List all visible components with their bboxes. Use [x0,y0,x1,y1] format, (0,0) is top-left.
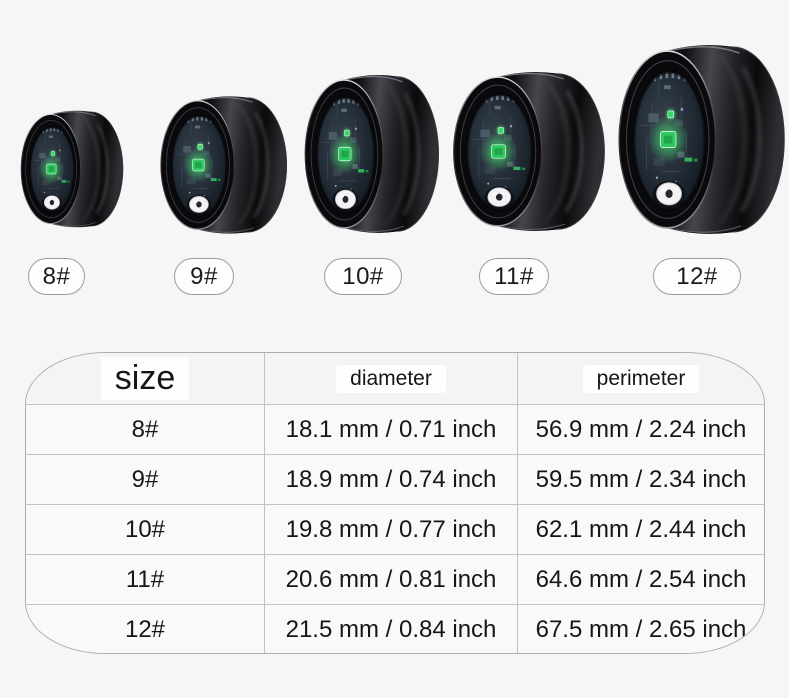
size-badge-label: 9# [190,262,218,290]
size-table: size diameter perimeter 8# 18.1 mm / 0.7… [25,352,765,654]
size-badge-10: 10# [324,258,402,295]
size-cell: 9# [26,455,265,505]
size-badge-label: 11# [494,262,534,290]
diameter-value: 20.6 mm / 0.81 inch [285,565,497,593]
header-label: perimeter [582,364,700,393]
header-label: diameter [336,364,446,393]
perimeter-value: 64.6 mm / 2.54 inch [535,565,747,593]
size-badge-8: 8# [28,258,85,295]
perimeter-value: 62.1 mm / 2.44 inch [535,515,747,543]
diameter-value: 18.1 mm / 0.71 inch [285,415,497,443]
diameter-value: 21.5 mm / 0.84 inch [285,616,497,643]
diameter-value: 19.8 mm / 0.77 inch [285,515,497,543]
smart-ring-photo-8 [18,107,124,231]
size-value: 9# [131,465,159,493]
diameter-cell: 19.8 mm / 0.77 inch [265,505,518,555]
perimeter-cell: 67.5 mm / 2.65 inch [518,605,764,653]
size-value: 10# [124,515,166,543]
smart-ring-photo-12 [614,39,786,240]
size-badge-label: 8# [42,262,71,290]
smart-ring-photo-10 [301,70,440,238]
size-cell: 10# [26,505,265,555]
table-header-perimeter: perimeter [518,353,764,405]
header-label: size [100,357,190,400]
diameter-cell: 18.1 mm / 0.71 inch [265,405,518,455]
size-cell: 11# [26,555,265,605]
perimeter-cell: 62.1 mm / 2.44 inch [518,505,764,555]
smart-ring-photo-9 [157,92,288,238]
perimeter-cell: 59.5 mm / 2.34 inch [518,455,764,505]
size-cell: 8# [26,405,265,455]
diameter-cell: 20.6 mm / 0.81 inch [265,555,518,605]
perimeter-value: 59.5 mm / 2.34 inch [535,465,747,493]
diameter-cell: 18.9 mm / 0.74 inch [265,455,518,505]
size-badge-9: 9# [174,258,234,295]
size-badge-label: 10# [342,262,384,290]
perimeter-value: 56.9 mm / 2.24 inch [535,415,747,443]
perimeter-cell: 56.9 mm / 2.24 inch [518,405,764,455]
size-value: 11# [125,565,165,593]
diameter-cell: 21.5 mm / 0.84 inch [265,605,518,653]
size-badge-11: 11# [479,258,549,295]
perimeter-cell: 64.6 mm / 2.54 inch [518,555,764,605]
size-value: 8# [131,415,159,443]
size-badge-12: 12# [653,258,741,295]
size-cell: 12# [26,605,265,653]
size-badge-label: 12# [676,262,718,290]
table-header-size: size [26,353,265,405]
smart-ring-photo-11 [449,67,606,236]
diameter-value: 18.9 mm / 0.74 inch [285,465,497,493]
size-value: 12# [124,616,166,643]
perimeter-value: 67.5 mm / 2.65 inch [535,616,747,643]
table-header-diameter: diameter [265,353,518,405]
